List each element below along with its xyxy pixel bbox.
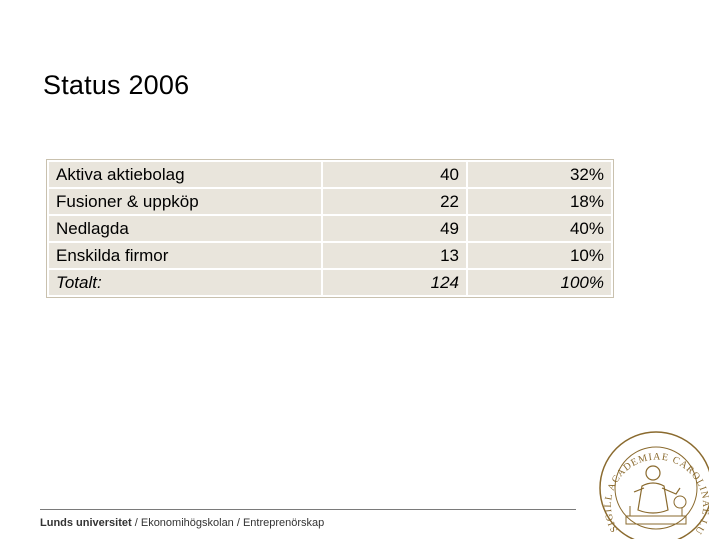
row-label: Fusioner & uppköp xyxy=(49,189,321,214)
row-count: 13 xyxy=(323,243,466,268)
table-row: Enskilda firmor 13 10% xyxy=(49,243,611,268)
footer-path: / Ekonomihögskolan / Entreprenörskap xyxy=(131,517,325,529)
table-row: Fusioner & uppköp 22 18% xyxy=(49,189,611,214)
row-percent: 18% xyxy=(468,189,611,214)
status-table: Aktiva aktiebolag 40 32% Fusioner & uppk… xyxy=(46,159,614,298)
university-seal-icon: SIGILL ACADEMIAE CAROLINAE LUNDENSIS xyxy=(596,430,709,539)
table-row: Aktiva aktiebolag 40 32% xyxy=(49,162,611,187)
row-count: 40 xyxy=(323,162,466,187)
row-label: Nedlagda xyxy=(49,216,321,241)
row-percent: 32% xyxy=(468,162,611,187)
footer-divider xyxy=(40,509,576,510)
row-percent: 10% xyxy=(468,243,611,268)
row-label: Aktiva aktiebolag xyxy=(49,162,321,187)
row-percent: 40% xyxy=(468,216,611,241)
footer: Lunds universitet / Ekonomihögskolan / E… xyxy=(40,517,324,529)
row-count: 49 xyxy=(323,216,466,241)
row-count: 22 xyxy=(323,189,466,214)
total-percent: 100% xyxy=(468,270,611,295)
footer-university: Lunds universitet xyxy=(40,517,132,529)
total-row: Totalt: 124 100% xyxy=(49,270,611,295)
total-count: 124 xyxy=(323,270,466,295)
page-title: Status 2006 xyxy=(43,70,190,100)
table-row: Nedlagda 49 40% xyxy=(49,216,611,241)
total-label: Totalt: xyxy=(49,270,321,295)
row-label: Enskilda firmor xyxy=(49,243,321,268)
